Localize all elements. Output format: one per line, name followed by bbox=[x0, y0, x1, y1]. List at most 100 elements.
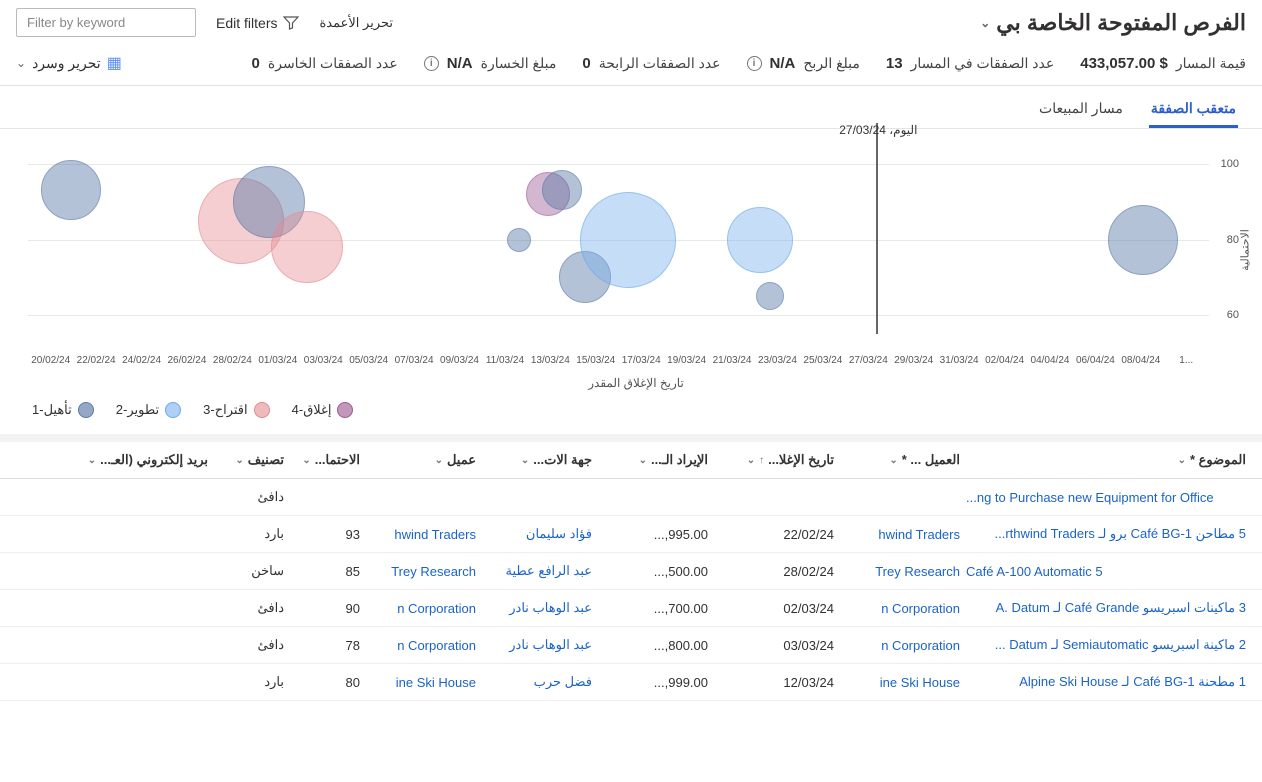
cell-customer[interactable]: Trey Research bbox=[840, 564, 960, 579]
cell-agent[interactable]: Trey Research bbox=[366, 564, 476, 579]
table-header: الموضوع *⌄العميل ... *⌄تاريخ الإغلا... ↑… bbox=[0, 442, 1262, 479]
column-header[interactable]: الإيراد الـ...⌄ bbox=[598, 452, 708, 468]
legend-item[interactable]: إغلاق-4 bbox=[292, 402, 354, 418]
xtick-label: 19/03/24 bbox=[664, 355, 709, 366]
cell-contact[interactable]: فؤاد سليمان bbox=[482, 526, 592, 542]
cell-agent[interactable]: n Corporation bbox=[366, 638, 476, 653]
metric-value: N/A bbox=[447, 55, 473, 72]
metrics-bar: قيمة المسار$ 433,057.00 عدد الصفقات في ال… bbox=[0, 45, 1262, 86]
xtick-label: 07/03/24 bbox=[391, 355, 436, 366]
cell-customer[interactable]: hwind Traders bbox=[840, 527, 960, 542]
cell-customer[interactable]: n Corporation bbox=[840, 638, 960, 653]
cell-close_date: 22/02/24 bbox=[714, 527, 834, 542]
cell-customer[interactable]: ine Ski House bbox=[840, 675, 960, 690]
column-label: تصنيف bbox=[248, 452, 284, 468]
xtick-label: 13/03/24 bbox=[528, 355, 573, 366]
cell-revenue: ...,500.00 bbox=[598, 564, 708, 579]
filter-keyword-input[interactable] bbox=[16, 8, 196, 37]
column-header[interactable]: تاريخ الإغلا... ↑⌄ bbox=[714, 452, 834, 468]
cell-revenue: ...,800.00 bbox=[598, 638, 708, 653]
column-header[interactable]: جهة الات...⌄ bbox=[482, 452, 592, 468]
cell-agent[interactable]: hwind Traders bbox=[366, 527, 476, 542]
section-divider bbox=[0, 434, 1262, 442]
column-header[interactable]: تصنيف⌄ bbox=[214, 452, 284, 468]
table-row[interactable]: 2 ماكينة اسبريسو Semiautomatic لـ Datum … bbox=[0, 627, 1262, 664]
cell-subject[interactable]: 1 مطحنة Café BG-1 لـ Alpine Ski House bbox=[966, 674, 1246, 690]
tab[interactable]: متعقب الصفقة bbox=[1149, 94, 1238, 128]
bubble[interactable] bbox=[1108, 205, 1178, 275]
xtick-label: 26/02/24 bbox=[164, 355, 209, 366]
cell-agent[interactable]: n Corporation bbox=[366, 601, 476, 616]
ytick-label: 100 bbox=[1221, 158, 1239, 170]
metric-item: قيمة المسار$ 433,057.00 bbox=[1080, 55, 1246, 72]
info-icon[interactable]: i bbox=[747, 56, 762, 71]
xtick-label: 24/02/24 bbox=[119, 355, 164, 366]
xtick-label: 28/02/24 bbox=[210, 355, 255, 366]
metric-label: عدد الصفقات الرابحة bbox=[599, 55, 721, 72]
legend-item[interactable]: تأهيل-1 bbox=[32, 402, 94, 418]
table-row[interactable]: Café A-100 Automatic 5Trey Research28/02… bbox=[0, 553, 1262, 590]
info-icon[interactable]: i bbox=[424, 56, 439, 71]
cell-prob: 80 bbox=[290, 675, 360, 690]
bubble[interactable] bbox=[727, 207, 793, 273]
cell-close_date: 12/03/24 bbox=[714, 675, 834, 690]
metric-item: عدد الصفقات في المسار13 bbox=[886, 55, 1054, 72]
xtick-label: 20/02/24 bbox=[28, 355, 73, 366]
table-row[interactable]: 1 مطحنة Café BG-1 لـ Alpine Ski House ine… bbox=[0, 664, 1262, 701]
cell-subject[interactable]: 5 مطاحن Café BG-1 برو لـ ‎rthwind Trader… bbox=[966, 526, 1246, 542]
ytick-label: 60 bbox=[1227, 309, 1239, 321]
cell-contact[interactable]: عبد الرافع عطية bbox=[482, 563, 592, 579]
cell-subject[interactable]: Café A-100 Automatic 5 bbox=[966, 564, 1246, 579]
bubble[interactable] bbox=[507, 228, 531, 252]
column-header[interactable]: بريد إلكتروني (العـ...⌄ bbox=[88, 452, 208, 468]
xtick-label: 06/04/24 bbox=[1073, 355, 1118, 366]
bubble[interactable] bbox=[756, 282, 784, 310]
column-header[interactable]: الاحتما...⌄ bbox=[290, 452, 360, 468]
table-row[interactable]: ...ng to Purchase new Equipment for Offi… bbox=[0, 479, 1262, 516]
cell-agent[interactable]: ine Ski House bbox=[366, 675, 476, 690]
cell-contact[interactable]: فضل حرب bbox=[482, 674, 592, 690]
chevron-down-icon: ⌄ bbox=[639, 455, 647, 466]
bubble[interactable] bbox=[41, 160, 101, 220]
xtick-label: 01/03/24 bbox=[255, 355, 300, 366]
table-row[interactable]: 3 ماكينات اسبريسو Café Grande لـ A. Datu… bbox=[0, 590, 1262, 627]
xaxis-label: تاريخ الإغلاق المقدر bbox=[28, 376, 1244, 390]
cell-subject[interactable]: ...ng to Purchase new Equipment for Offi… bbox=[966, 490, 1246, 505]
cell-subject[interactable]: 3 ماكينات اسبريسو Café Grande لـ A. Datu… bbox=[966, 600, 1246, 616]
view-selector[interactable]: الفرص المفتوحة الخاصة بي ⌄ bbox=[980, 10, 1246, 36]
edit-filters-button[interactable]: Edit filters bbox=[216, 15, 299, 31]
legend-item[interactable]: اقتراح-3 bbox=[203, 402, 270, 418]
cell-contact[interactable]: عبد الوهاب نادر bbox=[482, 600, 592, 616]
edit-narrate-button[interactable]: ▦ تحرير وسرد ⌄ bbox=[16, 53, 122, 73]
bubble-plot[interactable]: 6080100اليوم، 27/03/24 bbox=[28, 145, 1209, 334]
xtick-label: 23/03/24 bbox=[755, 355, 800, 366]
cell-contact[interactable]: عبد الوهاب نادر bbox=[482, 637, 592, 653]
edit-columns-button[interactable]: تحرير الأعمدة bbox=[319, 15, 393, 31]
cell-customer[interactable]: n Corporation bbox=[840, 601, 960, 616]
legend-swatch bbox=[337, 402, 353, 418]
cell-prob: 78 bbox=[290, 638, 360, 653]
column-header[interactable]: العميل ... *⌄ bbox=[840, 452, 960, 468]
cell-rating: دافئ bbox=[214, 600, 284, 616]
cell-prob: 90 bbox=[290, 601, 360, 616]
table-row[interactable]: 5 مطاحن Café BG-1 برو لـ ‎rthwind Trader… bbox=[0, 516, 1262, 553]
metric-label: عدد الصفقات الخاسرة bbox=[268, 55, 398, 72]
bubble[interactable] bbox=[542, 170, 582, 210]
metric-value: N/A bbox=[770, 55, 796, 72]
column-label: جهة الات... bbox=[533, 452, 592, 468]
chevron-down-icon: ⌄ bbox=[435, 455, 443, 466]
metric-item: عدد الصفقات الرابحة0 bbox=[582, 55, 720, 72]
metric-item: عدد الصفقات الخاسرة0 bbox=[252, 55, 398, 72]
xtick-label: 31/03/24 bbox=[936, 355, 981, 366]
xtick-label: 21/03/24 bbox=[709, 355, 754, 366]
tab[interactable]: مسار المبيعات bbox=[1037, 94, 1125, 128]
column-header[interactable]: عميل⌄ bbox=[366, 452, 476, 468]
legend-item[interactable]: تطوير-2 bbox=[116, 402, 181, 418]
column-label: الموضوع * bbox=[1190, 452, 1246, 468]
cell-subject[interactable]: 2 ماكينة اسبريسو Semiautomatic لـ Datum … bbox=[966, 637, 1246, 653]
legend-swatch bbox=[165, 402, 181, 418]
column-header[interactable]: الموضوع *⌄ bbox=[966, 452, 1246, 468]
bubble[interactable] bbox=[271, 211, 343, 283]
cell-revenue: ...,999.00 bbox=[598, 675, 708, 690]
bubble[interactable] bbox=[580, 192, 676, 288]
